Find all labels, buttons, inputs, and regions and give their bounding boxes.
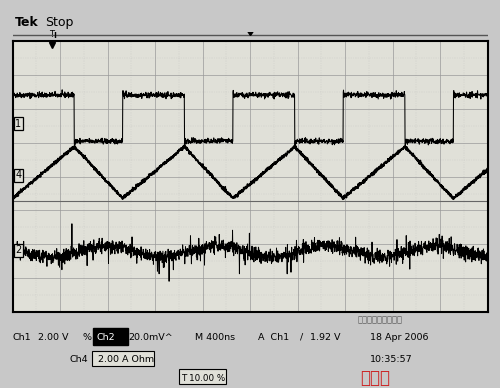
Text: 1.92 V: 1.92 V (310, 333, 340, 341)
Text: 20.0mV^: 20.0mV^ (128, 333, 173, 341)
Text: /: / (300, 333, 303, 341)
Text: %: % (82, 333, 92, 341)
Text: 18 Apr 2006: 18 Apr 2006 (370, 333, 428, 341)
Text: Tek: Tek (15, 16, 39, 29)
Text: 2.00 V: 2.00 V (38, 333, 68, 341)
Text: 4: 4 (15, 170, 22, 180)
Text: 易迪训: 易迪训 (360, 369, 390, 387)
Text: 射频和天线设计专家: 射频和天线设计专家 (358, 315, 403, 324)
Text: M 400ns: M 400ns (195, 333, 235, 341)
Text: Ch1: Ch1 (12, 333, 31, 341)
Text: 1: 1 (15, 119, 22, 128)
Text: T: T (50, 30, 54, 40)
Text: T 10.00 %: T 10.00 % (182, 374, 226, 383)
Text: Ch4: Ch4 (70, 355, 88, 364)
Text: 10:35:57: 10:35:57 (370, 355, 412, 364)
Text: 2.00 A Ohm: 2.00 A Ohm (98, 355, 154, 364)
Text: Ch2: Ch2 (96, 333, 115, 341)
Text: 2: 2 (15, 246, 22, 255)
Text: A  Ch1: A Ch1 (258, 333, 288, 341)
Text: Stop: Stop (45, 16, 74, 29)
